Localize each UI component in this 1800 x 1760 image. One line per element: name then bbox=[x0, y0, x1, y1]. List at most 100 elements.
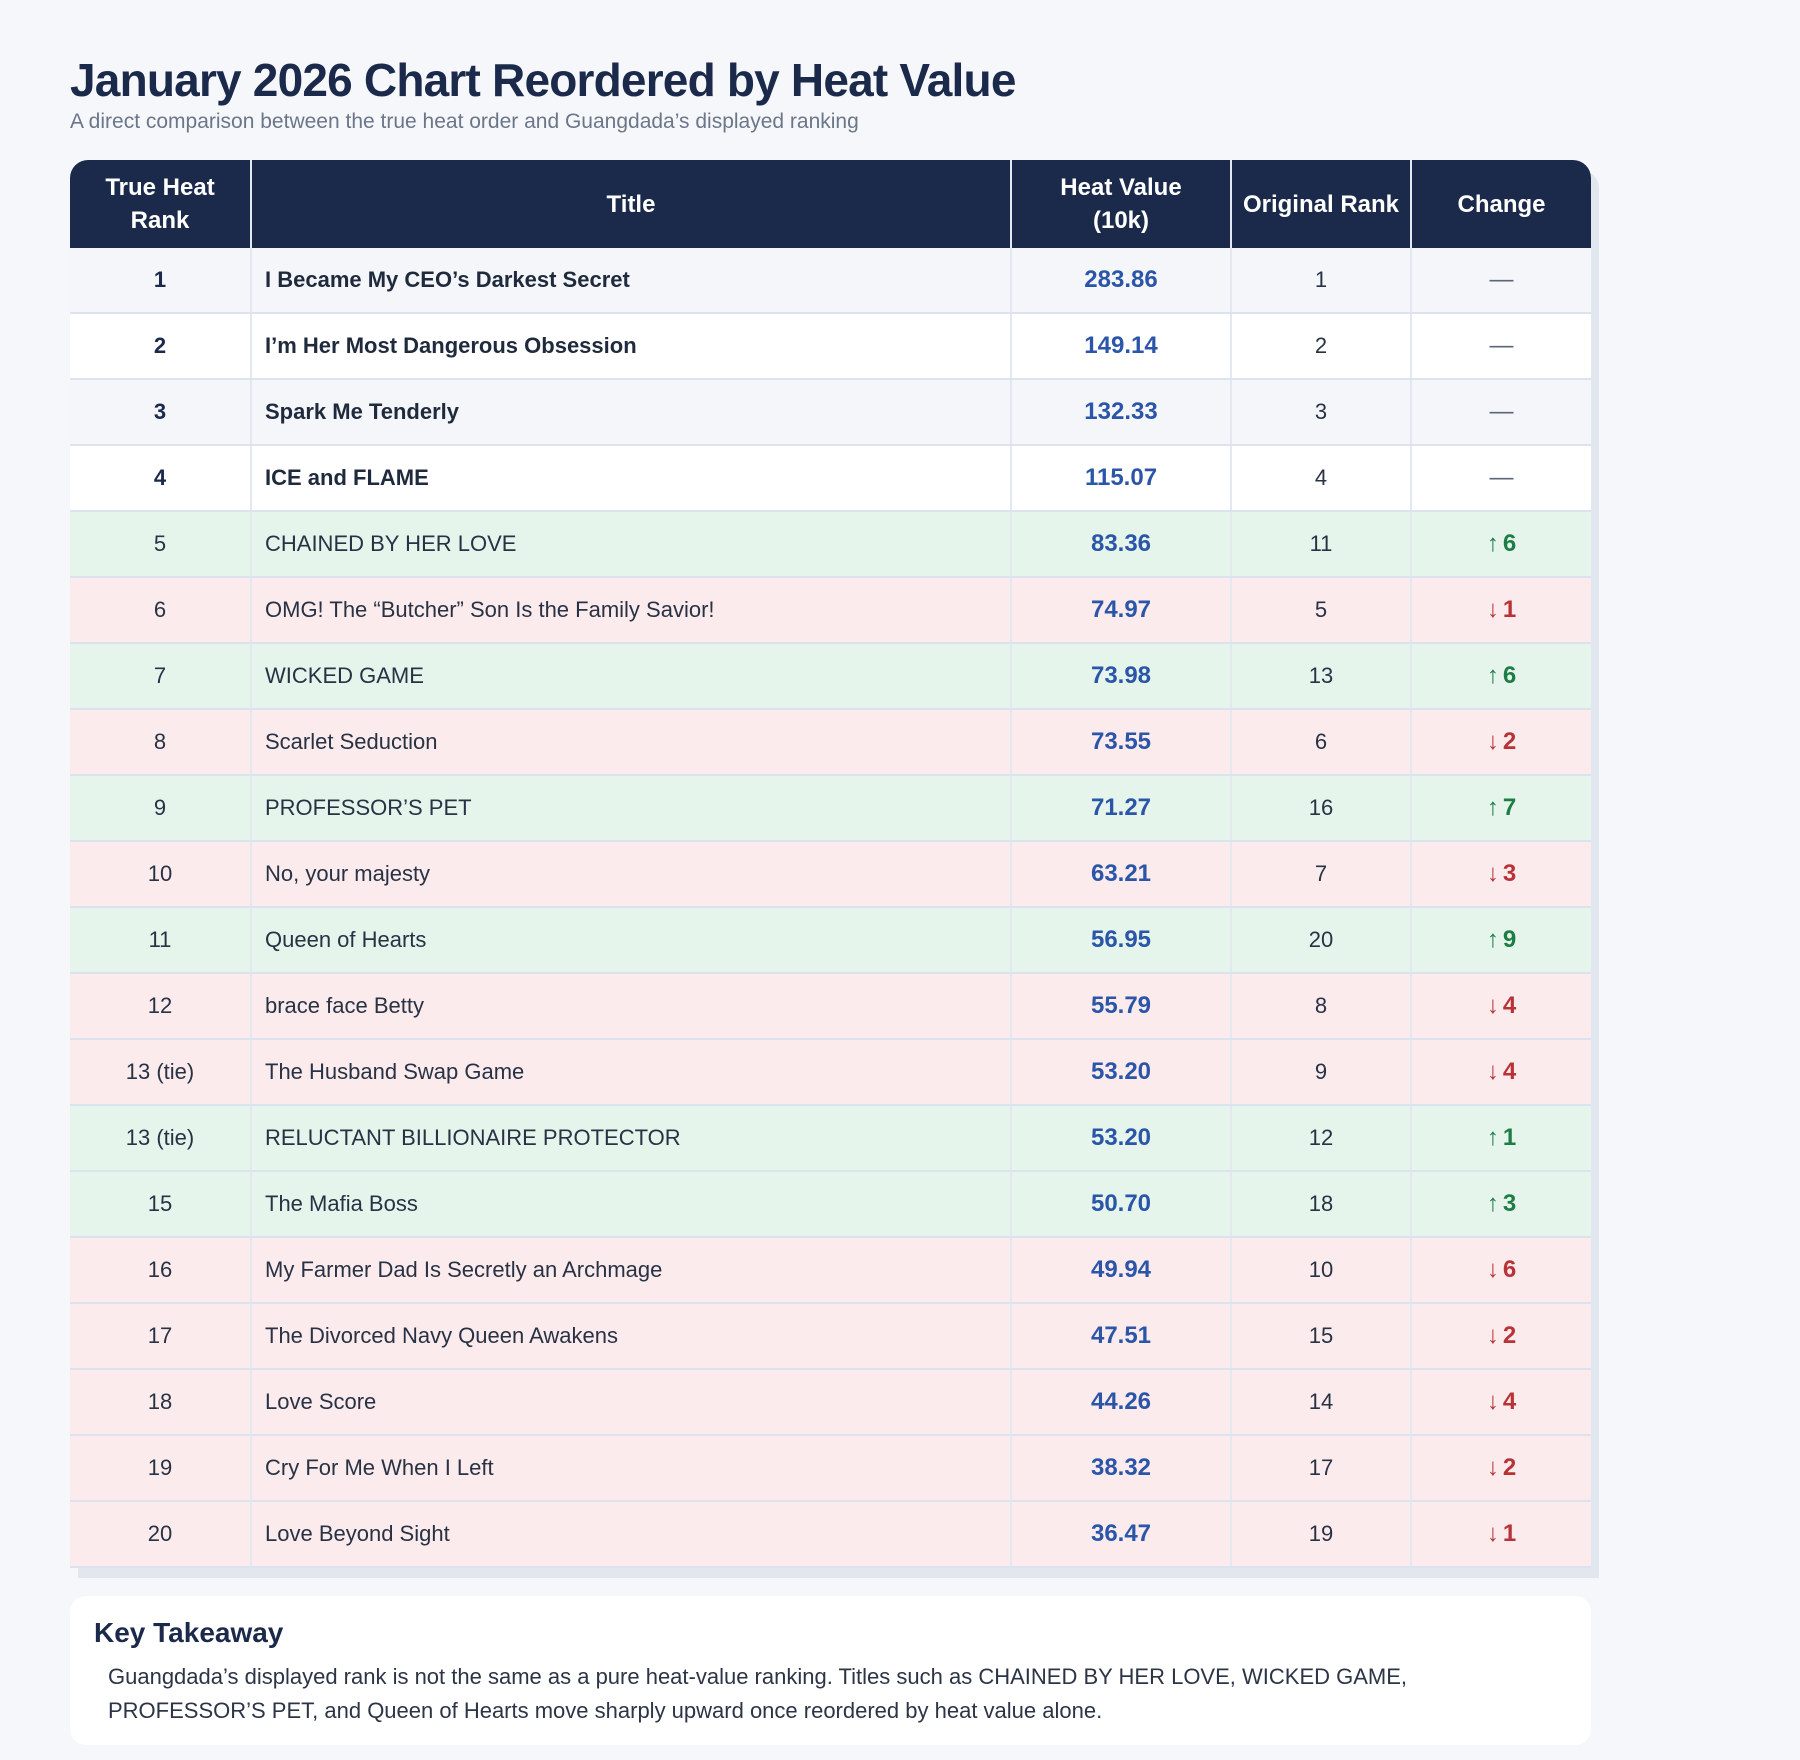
true-heat-rank-cell: 4 bbox=[70, 445, 252, 512]
true-heat-rank-cell: 9 bbox=[70, 775, 252, 842]
original-rank-cell: 9 bbox=[1231, 1039, 1412, 1106]
true-heat-rank-cell: 10 bbox=[70, 841, 252, 908]
original-rank-cell: 4 bbox=[1231, 445, 1412, 512]
true-heat-rank-cell: 20 bbox=[70, 1501, 252, 1568]
heat-value-cell: 132.33 bbox=[1011, 379, 1232, 446]
heat-value-cell: 63.21 bbox=[1011, 841, 1232, 908]
arrow-down-icon: ↓ bbox=[1486, 596, 1499, 623]
table-row[interactable]: 13 (tie) The Husband Swap Game 53.20 9 ↓ 4 bbox=[70, 1039, 1591, 1106]
change-amount: 2 bbox=[1502, 1322, 1517, 1349]
true-heat-rank-cell: 19 bbox=[70, 1435, 252, 1502]
arrow-down-icon: ↓ bbox=[1486, 1454, 1499, 1481]
title-cell: Love Score bbox=[251, 1369, 1012, 1436]
change-indicator: ↓ 6 bbox=[1487, 1256, 1516, 1283]
table-row[interactable]: 16 My Farmer Dad Is Secretly an Archmage 4… bbox=[70, 1237, 1591, 1304]
change-amount: 6 bbox=[1502, 662, 1517, 689]
change-amount: 2 bbox=[1502, 1454, 1517, 1481]
original-rank-cell: 8 bbox=[1231, 973, 1412, 1040]
title-cell: Cry For Me When I Left bbox=[251, 1435, 1012, 1502]
table-row[interactable]: 17 The Divorced Navy Queen Awakens 47.51 15… bbox=[70, 1303, 1591, 1370]
column-header-title[interactable]: Title bbox=[251, 160, 1012, 248]
original-rank-cell: 14 bbox=[1231, 1369, 1412, 1436]
change-indicator: ↓ 2 bbox=[1487, 1322, 1516, 1349]
original-rank-cell: 10 bbox=[1231, 1237, 1412, 1304]
change-indicator: ↓ 2 bbox=[1487, 728, 1516, 755]
arrow-up-icon: ↑ bbox=[1486, 926, 1499, 953]
arrow-down-icon: ↓ bbox=[1486, 860, 1499, 887]
table-row[interactable]: 3 Spark Me Tenderly 132.33 3— bbox=[70, 379, 1591, 446]
change-indicator: ↑ 1 bbox=[1487, 1124, 1516, 1151]
change-amount: 4 bbox=[1502, 1058, 1517, 1085]
true-heat-rank-cell: 13 (tie) bbox=[70, 1039, 252, 1106]
original-rank-cell: 3 bbox=[1231, 379, 1412, 446]
column-header-change[interactable]: Change bbox=[1411, 160, 1591, 248]
heat-value-cell: 74.97 bbox=[1011, 577, 1232, 644]
table-row[interactable]: 5 CHAINED BY HER LOVE 83.36 11 ↑ 6 bbox=[70, 511, 1591, 578]
heat-value-cell: 47.51 bbox=[1011, 1303, 1232, 1370]
title-cell: CHAINED BY HER LOVE bbox=[251, 511, 1012, 578]
change-cell: ↑ 7 bbox=[1411, 775, 1591, 842]
table-row[interactable]: 19 Cry For Me When I Left 38.32 17 ↓ 2 bbox=[70, 1435, 1591, 1502]
heat-value-cell: 149.14 bbox=[1011, 313, 1232, 380]
column-header-heat-value[interactable]: Heat Value (10k) bbox=[1011, 160, 1232, 248]
true-heat-rank-cell: 16 bbox=[70, 1237, 252, 1304]
change-amount: 7 bbox=[1502, 794, 1517, 821]
heat-value-cell: 38.32 bbox=[1011, 1435, 1232, 1502]
title-cell: Love Beyond Sight bbox=[251, 1501, 1012, 1568]
heat-value-cell: 53.20 bbox=[1011, 1105, 1232, 1172]
table-row[interactable]: 11 Queen of Hearts 56.95 20 ↑ 9 bbox=[70, 907, 1591, 974]
heat-value-cell: 36.47 bbox=[1011, 1501, 1232, 1568]
change-cell: ↑ 6 bbox=[1411, 511, 1591, 578]
table-header-row: True Heat Rank Title Heat Value (10k) Or… bbox=[70, 160, 1591, 248]
table-row[interactable]: 6 OMG! The “Butcher” Son Is the Family Sa… bbox=[70, 577, 1591, 644]
heat-value-cell: 49.94 bbox=[1011, 1237, 1232, 1304]
true-heat-rank-cell: 13 (tie) bbox=[70, 1105, 252, 1172]
true-heat-rank-cell: 12 bbox=[70, 973, 252, 1040]
heat-value-cell: 115.07 bbox=[1011, 445, 1232, 512]
original-rank-cell: 6 bbox=[1231, 709, 1412, 776]
true-heat-rank-cell: 7 bbox=[70, 643, 252, 710]
change-cell: ↑ 6 bbox=[1411, 643, 1591, 710]
original-rank-cell: 17 bbox=[1231, 1435, 1412, 1502]
change-cell: — bbox=[1411, 445, 1591, 512]
arrow-down-icon: ↓ bbox=[1486, 992, 1499, 1019]
table-row[interactable]: 10 No, your majesty 63.21 7 ↓ 3 bbox=[70, 841, 1591, 908]
title-cell: The Divorced Navy Queen Awakens bbox=[251, 1303, 1012, 1370]
arrow-down-icon: ↓ bbox=[1486, 1256, 1499, 1283]
heat-value-cell: 50.70 bbox=[1011, 1171, 1232, 1238]
column-header-true-rank[interactable]: True Heat Rank bbox=[70, 160, 252, 248]
table-row[interactable]: 2 I’m Her Most Dangerous Obsession 149.14 2… bbox=[70, 313, 1591, 380]
table-row[interactable]: 9 PROFESSOR’S PET 71.27 16 ↑ 7 bbox=[70, 775, 1591, 842]
column-header-label: Title bbox=[606, 190, 656, 218]
change-cell: ↓ 1 bbox=[1411, 577, 1591, 644]
table-row[interactable]: 12 brace face Betty 55.79 8 ↓ 4 bbox=[70, 973, 1591, 1040]
change-amount: 4 bbox=[1502, 1388, 1517, 1415]
table-row[interactable]: 20 Love Beyond Sight 36.47 19 ↓ 1 bbox=[70, 1501, 1591, 1568]
true-heat-rank-cell: 3 bbox=[70, 379, 252, 446]
title-cell: OMG! The “Butcher” Son Is the Family Sav… bbox=[251, 577, 1012, 644]
original-rank-cell: 20 bbox=[1231, 907, 1412, 974]
table-row[interactable]: 13 (tie) RELUCTANT BILLIONAIRE PROTECTOR 5… bbox=[70, 1105, 1591, 1172]
original-rank-cell: 16 bbox=[1231, 775, 1412, 842]
table-row[interactable]: 4 ICE and FLAME 115.07 4— bbox=[70, 445, 1591, 512]
original-rank-cell: 18 bbox=[1231, 1171, 1412, 1238]
original-rank-cell: 12 bbox=[1231, 1105, 1412, 1172]
original-rank-cell: 5 bbox=[1231, 577, 1412, 644]
table-row[interactable]: 7 WICKED GAME 73.98 13 ↑ 6 bbox=[70, 643, 1591, 710]
change-amount: 4 bbox=[1502, 992, 1517, 1019]
change-cell: ↓ 3 bbox=[1411, 841, 1591, 908]
change-indicator: ↓ 1 bbox=[1487, 596, 1516, 623]
change-cell: ↑ 3 bbox=[1411, 1171, 1591, 1238]
change-cell: — bbox=[1411, 379, 1591, 446]
key-takeaway-card: Key Takeaway Guangdada’s displayed rank … bbox=[70, 1596, 1591, 1745]
change-amount: 6 bbox=[1502, 530, 1517, 557]
change-indicator: ↑ 3 bbox=[1487, 1190, 1516, 1217]
column-header-original-rank[interactable]: Original Rank bbox=[1231, 160, 1412, 248]
arrow-down-icon: ↓ bbox=[1486, 728, 1499, 755]
table-row[interactable]: 18 Love Score 44.26 14 ↓ 4 bbox=[70, 1369, 1591, 1436]
change-indicator: ↑ 6 bbox=[1487, 530, 1516, 557]
table-row[interactable]: 8 Scarlet Seduction 73.55 6 ↓ 2 bbox=[70, 709, 1591, 776]
title-cell: WICKED GAME bbox=[251, 643, 1012, 710]
table-row[interactable]: 15 The Mafia Boss 50.70 18 ↑ 3 bbox=[70, 1171, 1591, 1238]
